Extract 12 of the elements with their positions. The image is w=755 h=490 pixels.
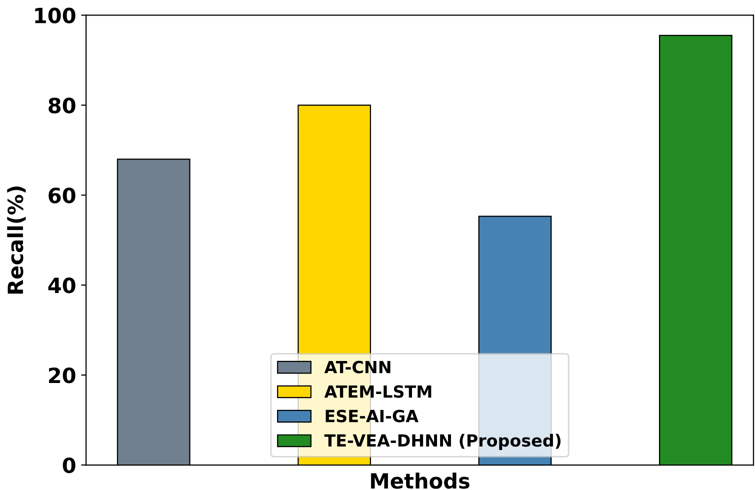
y-tick-label: 100 (35, 8, 76, 24)
y-tick-label: 0 (62, 457, 76, 474)
y-tick-label: 40 (48, 278, 76, 294)
legend-label: AT-CNN (324, 360, 390, 374)
y-tick-label: 60 (48, 188, 76, 204)
y-tick-label: 80 (48, 98, 76, 114)
y-tick-label: 20 (49, 368, 76, 384)
legend-label: ESE-AI-GA (326, 410, 418, 422)
y-axis-title: Recall(%) (7, 186, 26, 294)
x-axis-title: Methods (371, 472, 470, 489)
legend-label: ATEM-LSTM (324, 385, 432, 398)
legend-label: TE-VEA-DHNN (Proposed) (324, 434, 561, 450)
